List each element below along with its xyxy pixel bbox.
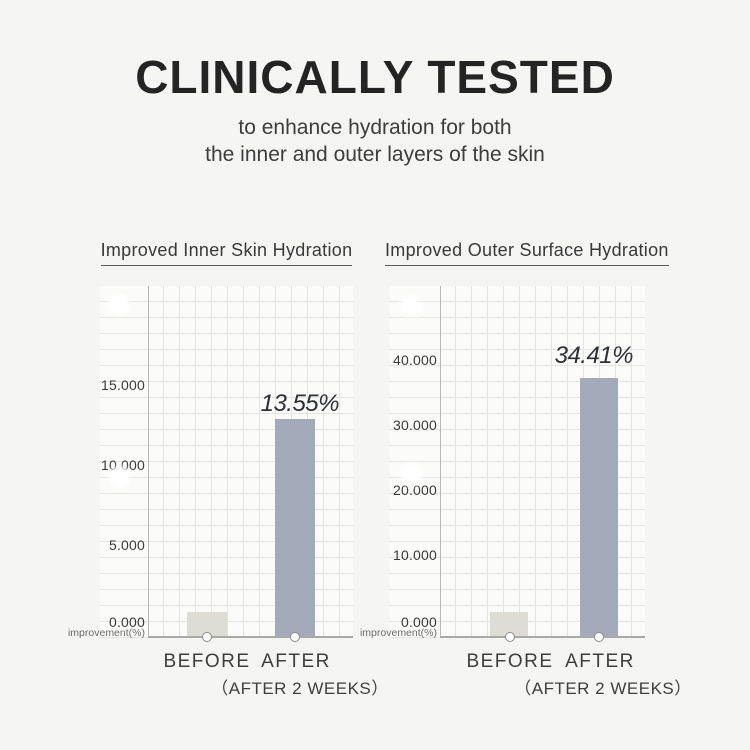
category-label-after: AFTER bbox=[261, 651, 331, 672]
chart-title-inner-wrap: Improved Inner Skin Hydration bbox=[100, 240, 353, 266]
ytick-label: 0.000 bbox=[400, 614, 437, 630]
axis-marker-icon bbox=[505, 632, 515, 642]
ytick-label: 10.000 bbox=[100, 457, 145, 473]
chart-paper-inner-hydration: 15.000 10.000 5.000 0.000 improvement(%)… bbox=[68, 286, 353, 642]
x-axis-line bbox=[440, 636, 645, 638]
axis-marker-icon bbox=[202, 632, 212, 642]
chart-title-outer-wrap: Improved Outer Surface Hydration bbox=[385, 240, 669, 266]
axis-marker-icon bbox=[594, 632, 604, 642]
punch-hole-icon bbox=[403, 298, 420, 315]
annotation-value: 34.41% bbox=[554, 342, 634, 369]
category-sublabel: （AFTER 2 WEEKS） bbox=[514, 679, 692, 698]
grid-area bbox=[148, 286, 353, 638]
axis-marker-icon bbox=[290, 632, 300, 642]
subtitle-line-2: the inner and outer layers of the skin bbox=[205, 143, 545, 166]
category-label-before: BEFORE bbox=[163, 651, 251, 672]
annotation-value: 13.55% bbox=[260, 390, 340, 417]
axis-caption: improvement(%) bbox=[359, 627, 437, 639]
chart-paper-outer-hydration: 40.000 30.000 20.000 10.000 0.000 improv… bbox=[360, 286, 645, 642]
bar-after bbox=[580, 377, 618, 636]
ytick-label: 15.000 bbox=[100, 377, 145, 393]
y-axis-line bbox=[440, 286, 441, 638]
chart-title-outer-hydration: Improved Outer Surface Hydration bbox=[385, 240, 669, 266]
ytick-label: 40.000 bbox=[392, 352, 437, 368]
ytick-label: 5.000 bbox=[108, 537, 145, 553]
category-label-before: BEFORE bbox=[466, 651, 554, 672]
page-title: CLINICALLY TESTED bbox=[135, 51, 615, 103]
x-axis-line bbox=[148, 636, 353, 638]
ytick-label: 20.000 bbox=[392, 482, 437, 498]
ytick-label: 30.000 bbox=[392, 417, 437, 433]
punch-hole-icon bbox=[110, 296, 127, 313]
category-sublabel: （AFTER 2 WEEKS） bbox=[211, 679, 389, 698]
category-label-after: AFTER bbox=[565, 651, 635, 672]
ytick-label: 0.000 bbox=[108, 614, 145, 630]
y-axis-line bbox=[148, 286, 149, 638]
punch-hole-icon bbox=[403, 466, 420, 483]
ytick-label: 10.000 bbox=[392, 547, 437, 563]
bar-after bbox=[275, 419, 315, 636]
subtitle-line-1: to enhance hydration for both bbox=[238, 116, 512, 139]
chart-title-inner-hydration: Improved Inner Skin Hydration bbox=[100, 240, 353, 266]
subtitle: to enhance hydration for both the inner … bbox=[0, 114, 750, 168]
punch-hole-icon bbox=[111, 469, 128, 486]
axis-caption: improvement(%) bbox=[67, 627, 145, 639]
